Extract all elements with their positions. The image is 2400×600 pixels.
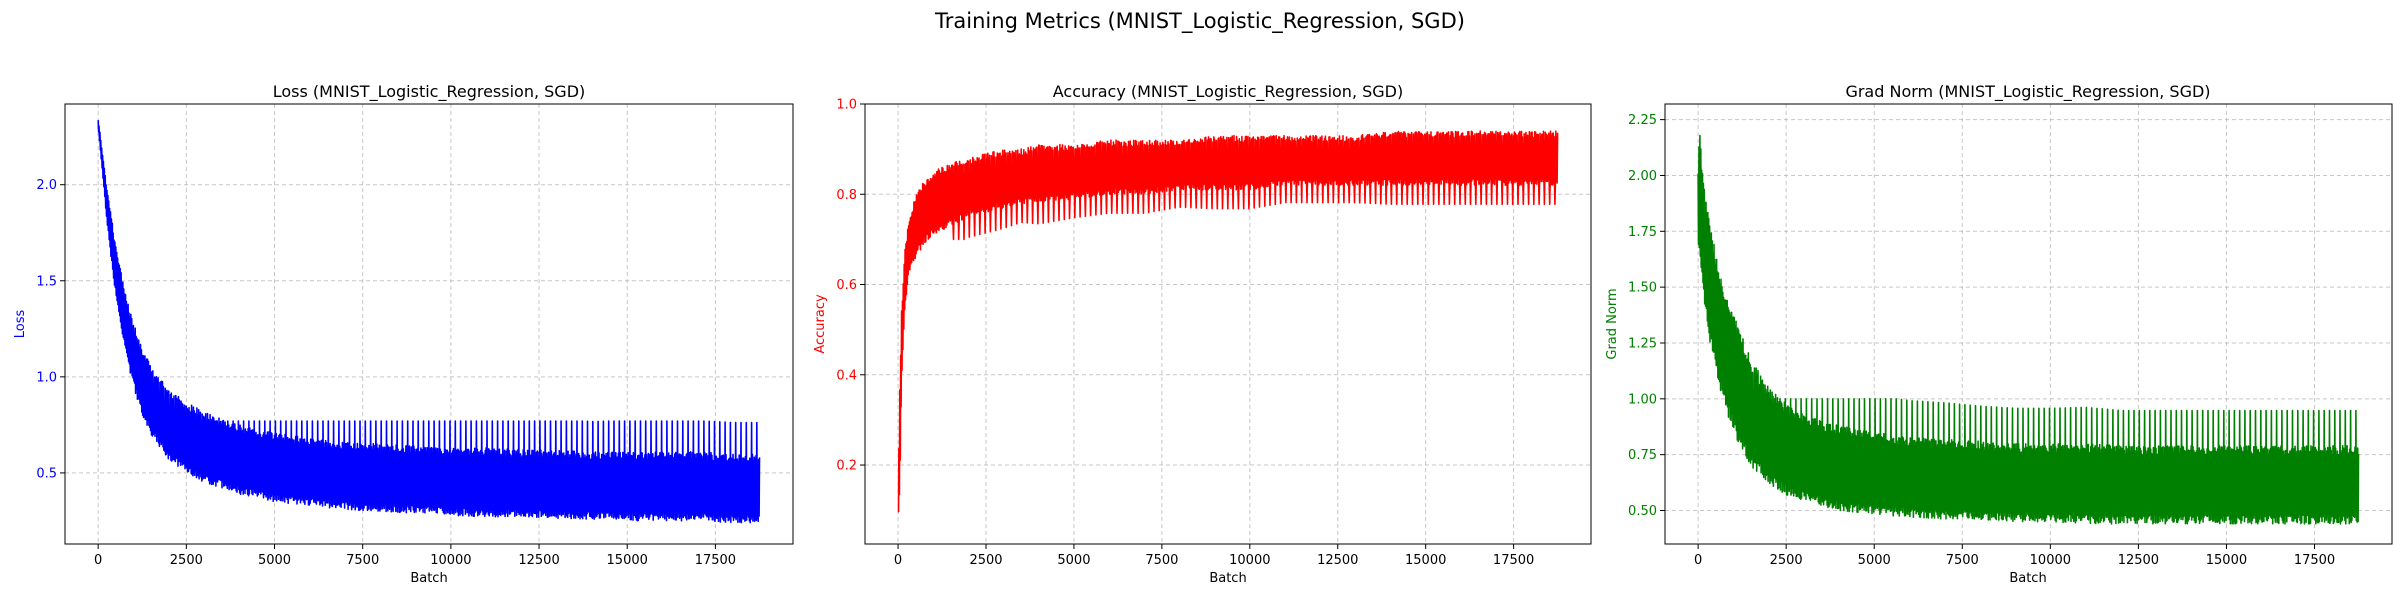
accuracy-x-tick-label: 17500 — [1493, 553, 1534, 568]
gradnorm-panel: Grad Norm (MNIST_Logistic_Regression, SG… — [1605, 82, 2393, 586]
accuracy-y-tick-label: 0.8 — [836, 188, 857, 203]
figure-suptitle: Training Metrics (MNIST_Logistic_Regress… — [934, 9, 1465, 34]
loss-axes-frame — [64, 103, 794, 545]
gradnorm-x-tick-label: 2500 — [1770, 553, 1803, 568]
gradnorm-axes-frame — [1664, 103, 2393, 545]
gradnorm-y-tick-label: 0.75 — [1628, 448, 1657, 463]
gradnorm-x-tick-label: 5000 — [1858, 553, 1891, 568]
gradnorm-y-axis-label: Grad Norm — [1605, 288, 1620, 359]
accuracy-x-tick-label: 7500 — [1145, 553, 1178, 568]
gradnorm-y-tick-label: 2.25 — [1628, 113, 1657, 128]
loss-x-axis-label: Batch — [410, 571, 447, 586]
accuracy-axes-frame — [864, 103, 1592, 545]
accuracy-x-tick-label: 15000 — [1405, 553, 1446, 568]
gradnorm-x-ticks: 0 2500 5000 7500 10000 12500 15000 17500 — [1694, 544, 2335, 568]
loss-y-ticks: 0.5 1.0 1.5 2.0 — [36, 178, 65, 481]
accuracy-chart-title: Accuracy (MNIST_Logistic_Regression, SGD… — [1053, 82, 1403, 102]
loss-x-tick-label: 12500 — [518, 553, 559, 568]
accuracy-series — [897, 130, 1559, 513]
loss-x-tick-label: 10000 — [430, 553, 471, 568]
loss-y-tick-label: 2.0 — [36, 178, 57, 193]
accuracy-panel: Accuracy (MNIST_Logistic_Regression, SGD… — [813, 82, 1592, 586]
gradnorm-y-tick-label: 1.75 — [1628, 225, 1657, 240]
loss-series-line — [97, 120, 761, 524]
loss-x-tick-label: 17500 — [695, 553, 736, 568]
accuracy-x-ticks: 0 2500 5000 7500 10000 12500 15000 17500 — [894, 544, 1534, 568]
loss-chart-title: Loss (MNIST_Logistic_Regression, SGD) — [273, 82, 586, 102]
accuracy-x-axis-label: Batch — [1209, 571, 1246, 586]
accuracy-series-line — [897, 130, 1559, 513]
accuracy-x-tick-label: 2500 — [969, 553, 1002, 568]
accuracy-y-tick-label: 0.2 — [836, 459, 857, 474]
loss-y-axis-label: Loss — [13, 310, 28, 339]
loss-panel: Loss (MNIST_Logistic_Regression, SGD) 0 2… — [13, 82, 794, 586]
gradnorm-series-line — [1697, 134, 2360, 525]
loss-x-tick-label: 0 — [94, 553, 102, 568]
loss-x-tick-label: 2500 — [170, 553, 203, 568]
gradnorm-x-tick-label: 7500 — [1946, 553, 1979, 568]
loss-y-tick-label: 0.5 — [36, 466, 57, 481]
gradnorm-y-tick-label: 1.00 — [1628, 392, 1657, 407]
gradnorm-chart-title: Grad Norm (MNIST_Logistic_Regression, SG… — [1845, 82, 2210, 102]
loss-x-ticks: 0 2500 5000 7500 10000 12500 15000 17500 — [94, 544, 736, 568]
accuracy-x-tick-label: 10000 — [1229, 553, 1270, 568]
gradnorm-y-tick-label: 0.50 — [1628, 504, 1657, 519]
gradnorm-x-tick-label: 12500 — [2118, 553, 2159, 568]
gradnorm-x-tick-label: 17500 — [2294, 553, 2335, 568]
accuracy-x-tick-label: 5000 — [1057, 553, 1090, 568]
accuracy-y-tick-label: 0.4 — [836, 368, 857, 383]
loss-y-tick-label: 1.5 — [36, 274, 57, 289]
gradnorm-series — [1697, 134, 2360, 525]
accuracy-x-tick-label: 12500 — [1317, 553, 1358, 568]
gradnorm-y-tick-label: 1.25 — [1628, 336, 1657, 351]
loss-series — [97, 120, 761, 524]
accuracy-y-tick-label: 1.0 — [836, 98, 857, 113]
loss-x-tick-label: 7500 — [346, 553, 379, 568]
accuracy-x-tick-label: 0 — [894, 553, 902, 568]
gradnorm-y-tick-label: 2.00 — [1628, 169, 1657, 184]
gradnorm-x-tick-label: 0 — [1694, 553, 1702, 568]
loss-x-tick-label: 5000 — [258, 553, 291, 568]
gradnorm-x-tick-label: 10000 — [2030, 553, 2071, 568]
loss-y-tick-label: 1.0 — [36, 370, 57, 385]
gradnorm-y-ticks: 0.50 0.75 1.00 1.25 1.50 1.75 2.00 2.25 — [1628, 113, 1665, 519]
gradnorm-grid — [1665, 104, 2392, 544]
loss-x-tick-label: 15000 — [607, 553, 648, 568]
gradnorm-x-axis-label: Batch — [2009, 571, 2046, 586]
gradnorm-y-tick-label: 1.50 — [1628, 281, 1657, 296]
accuracy-y-axis-label: Accuracy — [813, 294, 828, 354]
gradnorm-x-tick-label: 15000 — [2206, 553, 2247, 568]
accuracy-y-tick-label: 0.6 — [836, 278, 857, 293]
accuracy-y-ticks: 0.2 0.4 0.6 0.8 1.0 — [836, 98, 865, 474]
